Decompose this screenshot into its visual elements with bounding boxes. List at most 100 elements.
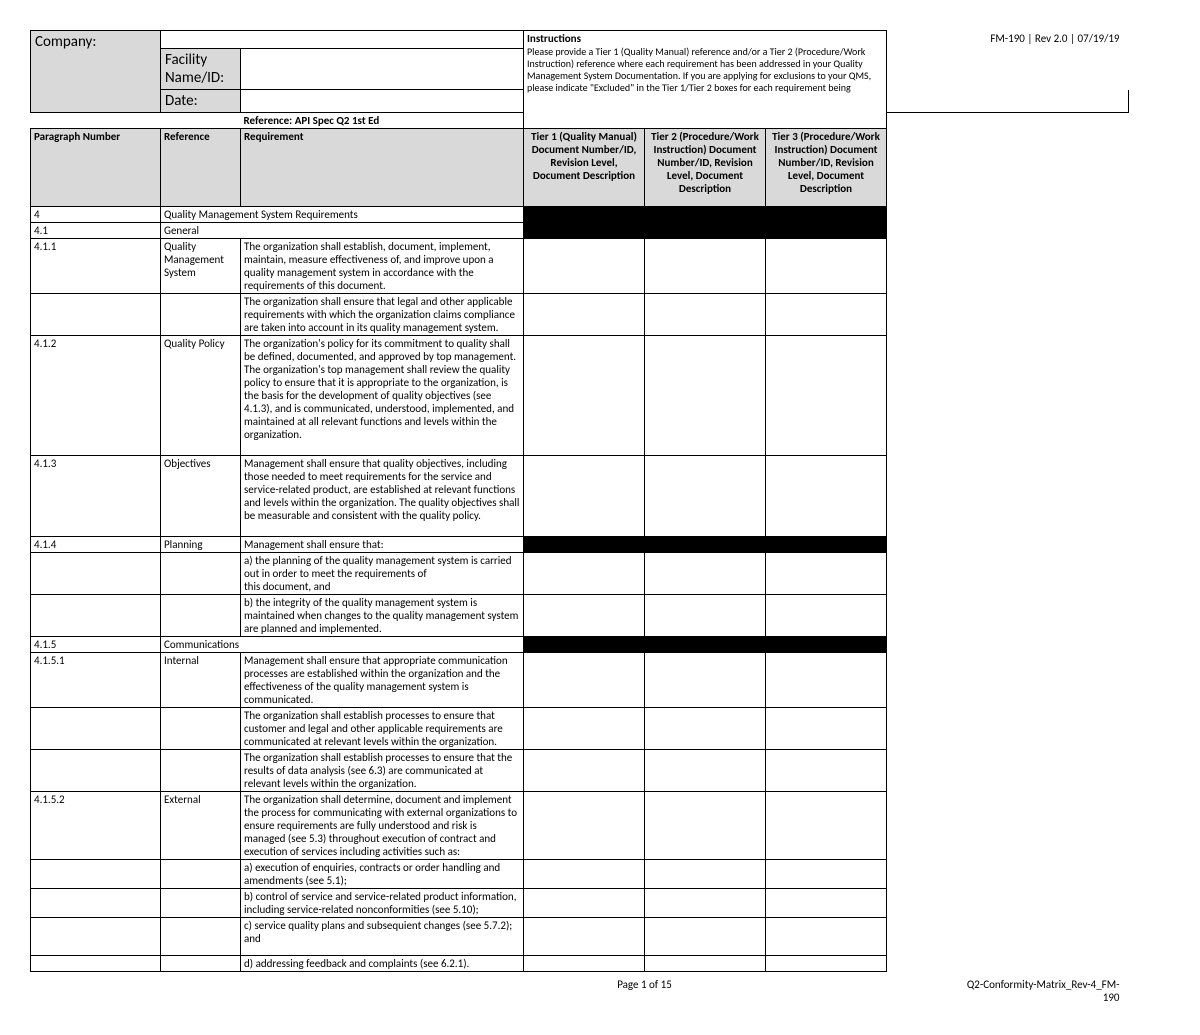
tier3-cell[interactable]	[766, 553, 887, 595]
tier3-cell[interactable]	[766, 336, 887, 456]
para-cell: 4	[31, 207, 161, 223]
para-cell	[31, 750, 161, 792]
tier1-cell[interactable]	[524, 956, 645, 972]
table-row: a) the planning of the quality managemen…	[31, 553, 1142, 595]
tier2-cell[interactable]	[645, 595, 766, 637]
tier1-cell[interactable]	[524, 918, 645, 956]
requirement-cell: The organization shall determine, docume…	[241, 792, 524, 860]
tier2-cell[interactable]	[645, 294, 766, 336]
tier2-cell	[645, 207, 766, 223]
col-para: Paragraph Number	[31, 129, 161, 207]
tier2-cell[interactable]	[645, 456, 766, 537]
tier2-cell[interactable]	[645, 553, 766, 595]
para-cell	[31, 918, 161, 956]
table-row: 4.1General	[31, 223, 1142, 239]
tier1-cell[interactable]	[524, 595, 645, 637]
reference-cell: Planning	[161, 537, 241, 553]
tier3-cell[interactable]	[766, 750, 887, 792]
date-label: Date:	[161, 90, 241, 113]
requirement-cell: b) control of service and service-relate…	[241, 889, 524, 918]
para-cell: 4.1.5	[31, 637, 161, 653]
table-row: The organization shall establish process…	[31, 750, 1142, 792]
reference-cell: Quality Management System	[161, 239, 241, 294]
tier3-cell[interactable]	[766, 708, 887, 750]
reference-cell	[161, 708, 241, 750]
para-cell	[31, 294, 161, 336]
tier3-cell[interactable]	[766, 792, 887, 860]
para-cell	[31, 553, 161, 595]
requirement-cell: Management shall ensure that:	[241, 537, 524, 553]
table-row: a) execution of enquiries, contracts or …	[31, 860, 1142, 889]
tier3-cell[interactable]	[766, 956, 887, 972]
tier2-cell[interactable]	[645, 750, 766, 792]
requirement-cell: The organization shall establish, docume…	[241, 239, 524, 294]
tier1-cell[interactable]	[524, 708, 645, 750]
tier3-cell[interactable]	[766, 294, 887, 336]
tier1-cell[interactable]	[524, 889, 645, 918]
tier2-cell[interactable]	[645, 708, 766, 750]
tier2-cell[interactable]	[645, 239, 766, 294]
tier1-cell[interactable]	[524, 792, 645, 860]
col-tier3: Tier 3 (Procedure/Work Instruction) Docu…	[766, 129, 887, 207]
tier3-cell[interactable]	[766, 918, 887, 956]
tier1-cell[interactable]	[524, 336, 645, 456]
table-row: 4.1.5.1InternalManagement shall ensure t…	[31, 653, 1142, 708]
table-row: b) the integrity of the quality manageme…	[31, 595, 1142, 637]
tier1-cell[interactable]	[524, 294, 645, 336]
table-row: 4.1.5Communications	[31, 637, 1142, 653]
tier2-cell[interactable]	[645, 889, 766, 918]
requirement-cell: The organization shall establish process…	[241, 750, 524, 792]
tier3-cell[interactable]	[766, 595, 887, 637]
tier2-cell[interactable]	[645, 336, 766, 456]
reference-cell: External	[161, 792, 241, 860]
tier2-cell	[645, 637, 766, 653]
requirement-cell: d) addressing feedback and complaints (s…	[241, 956, 524, 972]
para-cell	[31, 860, 161, 889]
para-cell: 4.1.2	[31, 336, 161, 456]
requirement-cell: Management shall ensure that quality obj…	[241, 456, 524, 537]
reference-cell	[161, 595, 241, 637]
table-row: The organization shall ensure that legal…	[31, 294, 1142, 336]
instructions-body: Please provide a Tier 1 (Quality Manual)…	[524, 46, 886, 95]
tier2-cell	[645, 223, 766, 239]
tier2-cell[interactable]	[645, 918, 766, 956]
tier3-cell[interactable]	[766, 653, 887, 708]
tier1-cell[interactable]	[524, 239, 645, 294]
para-cell	[31, 889, 161, 918]
tier1-cell[interactable]	[524, 653, 645, 708]
tier3-cell[interactable]	[766, 889, 887, 918]
requirement-cell: b) the integrity of the quality manageme…	[241, 595, 524, 637]
company-label: Company:	[31, 31, 161, 113]
tier3-cell	[766, 207, 887, 223]
para-cell: 4.1.3	[31, 456, 161, 537]
tier2-cell	[645, 537, 766, 553]
tier3-cell	[766, 637, 887, 653]
para-cell	[31, 708, 161, 750]
tier2-cell[interactable]	[645, 860, 766, 889]
tier2-cell[interactable]	[645, 956, 766, 972]
company-input[interactable]	[161, 31, 524, 49]
requirement-cell: The organization's policy for its commit…	[241, 336, 524, 456]
column-header-row: Paragraph Number Reference Requirement T…	[31, 129, 1142, 207]
table-row: b) control of service and service-relate…	[31, 889, 1142, 918]
tier1-cell[interactable]	[524, 456, 645, 537]
reference-cell	[161, 918, 241, 956]
tier1-cell	[524, 207, 645, 223]
table-row: 4.1.2Quality PolicyThe organization's po…	[31, 336, 1142, 456]
tier3-cell[interactable]	[766, 860, 887, 889]
reference-cell	[161, 294, 241, 336]
table-row: c) service quality plans and subsequient…	[31, 918, 1142, 956]
para-cell: 4.1	[31, 223, 161, 239]
tier3-cell[interactable]	[766, 239, 887, 294]
tier1-cell[interactable]	[524, 553, 645, 595]
tier2-cell[interactable]	[645, 792, 766, 860]
page-number: Page 1 of 15	[524, 972, 766, 1005]
para-cell	[31, 595, 161, 637]
instructions-title: Instructions	[524, 31, 886, 46]
instructions-box: Instructions Please provide a Tier 1 (Qu…	[524, 31, 887, 129]
tier3-cell[interactable]	[766, 456, 887, 537]
tier1-cell[interactable]	[524, 860, 645, 889]
tier1-cell	[524, 537, 645, 553]
tier1-cell[interactable]	[524, 750, 645, 792]
tier2-cell[interactable]	[645, 653, 766, 708]
